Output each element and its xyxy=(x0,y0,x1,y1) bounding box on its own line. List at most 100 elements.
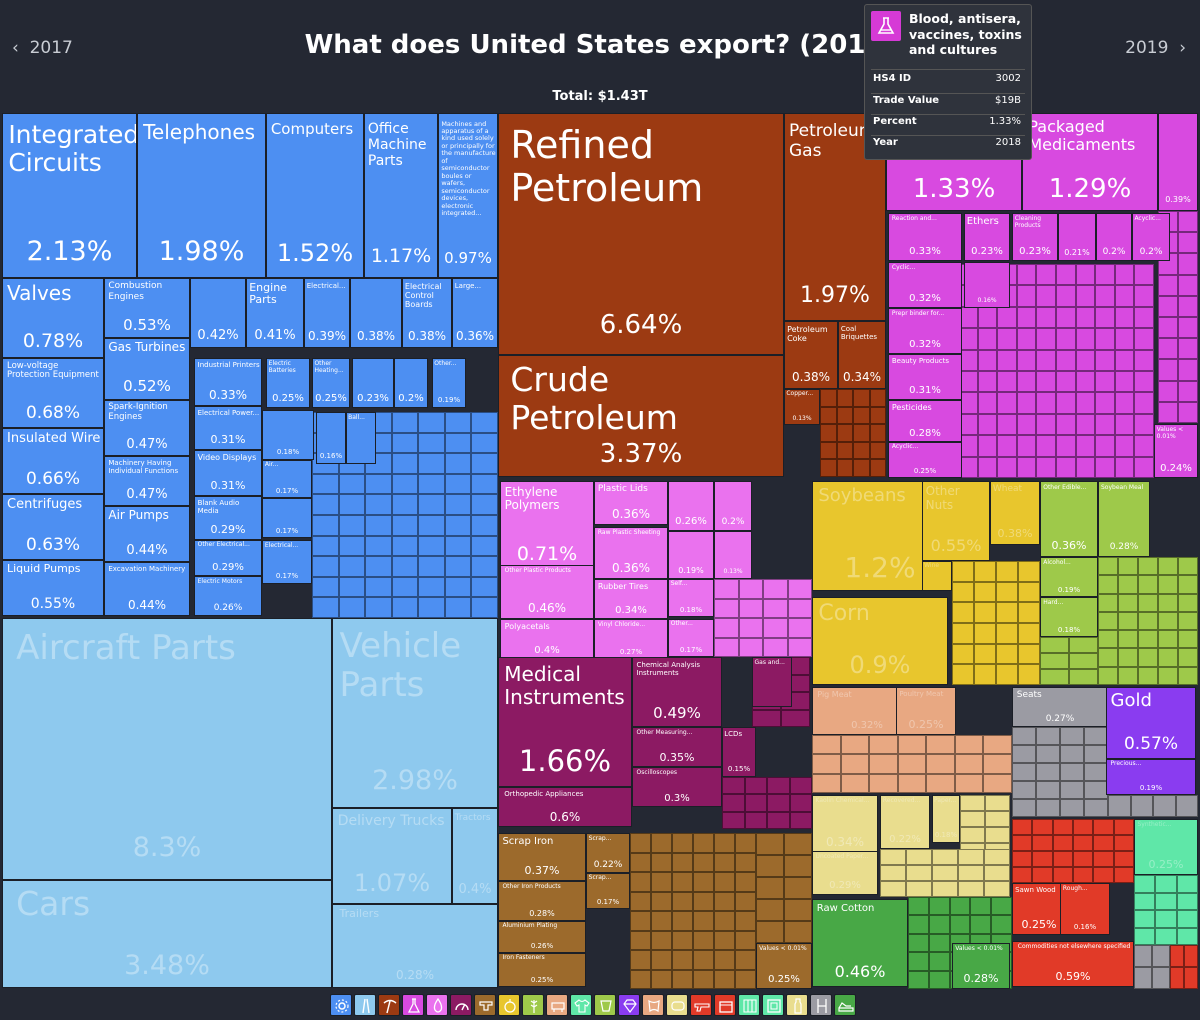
treemap-minor-cell[interactable] xyxy=(928,897,950,916)
treemap-minor-cell[interactable] xyxy=(1130,795,1153,817)
treemap-minor-cell[interactable] xyxy=(908,952,929,971)
treemap-cell[interactable]: Low-voltage Protection Equipment 0.68% xyxy=(2,358,104,428)
treemap-minor-cell[interactable] xyxy=(312,515,339,536)
treemap-cell[interactable]: Alcohol... 0.19% xyxy=(1040,557,1098,597)
treemap-minor-cell[interactable] xyxy=(418,597,445,618)
treemap-minor-cell[interactable] xyxy=(1178,359,1198,381)
treemap-minor-cell[interactable] xyxy=(781,709,810,727)
treemap-minor-cell[interactable] xyxy=(926,735,955,755)
treemap-minor-cell[interactable] xyxy=(693,891,714,911)
treemap-minor-cell[interactable] xyxy=(1018,623,1040,644)
treemap-minor-cell[interactable] xyxy=(735,872,756,892)
foodstuffs-filter-button[interactable] xyxy=(522,994,544,1016)
treemap-cell[interactable]: Packaged Medicaments 1.29% xyxy=(1022,113,1158,211)
treemap-minor-cell[interactable] xyxy=(970,915,992,934)
treemap-minor-cell[interactable] xyxy=(1012,799,1036,817)
treemap-cell[interactable]: Delivery Trucks 1.07% xyxy=(332,808,452,904)
treemap-cell[interactable]: Electrical Control Boards 0.38% xyxy=(402,278,452,348)
treemap-minor-cell[interactable] xyxy=(1095,392,1115,414)
machines-filter-button[interactable] xyxy=(330,994,352,1016)
treemap-cell[interactable]: Gold 0.57% xyxy=(1106,687,1196,759)
treemap-minor-cell[interactable] xyxy=(767,811,790,829)
treemap-minor-cell[interactable] xyxy=(784,833,812,855)
treemap-cell[interactable]: Other Edible... 0.36% xyxy=(1040,481,1098,557)
treemap-minor-cell[interactable] xyxy=(1178,648,1198,667)
treemap-cell[interactable]: Aluminium Plating 0.26% xyxy=(498,921,586,953)
treemap-minor-cell[interactable] xyxy=(869,459,886,477)
treemap-cell[interactable]: Beauty Products 0.31% xyxy=(888,354,962,400)
treemap-minor-cell[interactable] xyxy=(1075,392,1096,414)
treemap-minor-cell[interactable] xyxy=(1158,380,1178,402)
treemap-cell[interactable]: Gas Turbines 0.52% xyxy=(104,338,190,400)
treemap-minor-cell[interactable] xyxy=(1095,285,1115,307)
treemap-minor-cell[interactable] xyxy=(1118,557,1138,576)
treemap-minor-cell[interactable] xyxy=(1032,851,1053,867)
treemap-minor-cell[interactable] xyxy=(1113,819,1134,835)
treemap-cell[interactable]: Combustion Engines 0.53% xyxy=(104,278,190,338)
treemap-minor-cell[interactable] xyxy=(693,872,714,892)
treemap-minor-cell[interactable] xyxy=(1153,795,1176,817)
treemap-cell[interactable]: 0.23% xyxy=(352,358,394,408)
treemap-minor-cell[interactable] xyxy=(1114,264,1135,286)
animal-filter-button[interactable] xyxy=(546,994,568,1016)
treemap-minor-cell[interactable] xyxy=(418,473,445,495)
treemap-minor-cell[interactable] xyxy=(1056,328,1076,350)
treemap-minor-cell[interactable] xyxy=(1052,867,1073,883)
treemap-minor-cell[interactable] xyxy=(820,441,837,460)
treemap-minor-cell[interactable] xyxy=(338,556,366,577)
treemap-minor-cell[interactable] xyxy=(471,576,498,598)
treemap-minor-cell[interactable] xyxy=(418,453,445,474)
treemap-minor-cell[interactable] xyxy=(1114,435,1135,457)
treemap-minor-cell[interactable] xyxy=(1175,795,1198,817)
treemap-minor-cell[interactable] xyxy=(1178,211,1198,233)
treemap-minor-cell[interactable] xyxy=(471,535,498,557)
treemap-minor-cell[interactable] xyxy=(1170,945,1184,967)
treemap-cell[interactable]: Kaolin Chemical... 0.34% xyxy=(812,795,878,853)
treemap-minor-cell[interactable] xyxy=(1075,264,1096,286)
treemap-minor-cell[interactable] xyxy=(1098,648,1118,667)
treemap-minor-cell[interactable] xyxy=(1158,338,1178,360)
treemap-minor-cell[interactable] xyxy=(756,833,784,855)
treemap-minor-cell[interactable] xyxy=(471,432,498,454)
treemap-minor-cell[interactable] xyxy=(1158,359,1178,381)
treemap-minor-cell[interactable] xyxy=(1095,456,1115,478)
treemap-cell[interactable]: Scrap Iron 0.37% xyxy=(498,833,586,881)
treemap-minor-cell[interactable] xyxy=(714,911,735,931)
treemap-minor-cell[interactable] xyxy=(880,865,906,881)
treemap-minor-cell[interactable] xyxy=(630,833,651,853)
treemap-minor-cell[interactable] xyxy=(1095,435,1115,457)
treemap-minor-cell[interactable] xyxy=(1084,781,1108,799)
treemap-minor-cell[interactable] xyxy=(672,950,693,970)
treemap-minor-cell[interactable] xyxy=(958,849,984,865)
treemap-minor-cell[interactable] xyxy=(1134,892,1156,910)
treemap-minor-cell[interactable] xyxy=(1184,967,1198,989)
treemap-minor-cell[interactable] xyxy=(996,561,1018,582)
treemap-minor-cell[interactable] xyxy=(1036,371,1056,393)
treemap-minor-cell[interactable] xyxy=(1155,875,1177,893)
treemap-minor-cell[interactable] xyxy=(630,969,651,989)
treemap-minor-cell[interactable] xyxy=(787,598,812,618)
treemap-cell[interactable]: LCDs 0.15% xyxy=(722,727,756,777)
treemap-minor-cell[interactable] xyxy=(756,855,784,877)
treemap-minor-cell[interactable] xyxy=(444,597,472,618)
treemap-cell[interactable]: Tractors 0.4% xyxy=(452,808,498,904)
treemap-minor-cell[interactable] xyxy=(1118,593,1138,612)
treemap-minor-cell[interactable] xyxy=(977,349,998,371)
treemap-minor-cell[interactable] xyxy=(1158,648,1178,667)
treemap-minor-cell[interactable] xyxy=(714,637,739,657)
treemap-cell[interactable]: 0.39% xyxy=(1158,113,1198,211)
treemap-cell[interactable]: Oscilloscopes 0.3% xyxy=(632,767,722,807)
treemap-minor-cell[interactable] xyxy=(869,424,886,442)
treemap-minor-cell[interactable] xyxy=(1176,927,1198,945)
treemap-minor-cell[interactable] xyxy=(1134,910,1156,928)
treemap-minor-cell[interactable] xyxy=(853,441,870,460)
treemap-minor-cell[interactable] xyxy=(970,897,992,916)
treemap-minor-cell[interactable] xyxy=(756,921,784,943)
treemap-minor-cell[interactable] xyxy=(932,881,958,897)
treemap-minor-cell[interactable] xyxy=(1095,306,1115,329)
treemap-minor-cell[interactable] xyxy=(1056,371,1076,393)
treemap-minor-cell[interactable] xyxy=(1032,819,1053,835)
treemap-minor-cell[interactable] xyxy=(1155,892,1177,910)
treemap-cell[interactable]: Ethers 0.23% xyxy=(964,213,1010,261)
treemap-minor-cell[interactable] xyxy=(1152,945,1170,967)
